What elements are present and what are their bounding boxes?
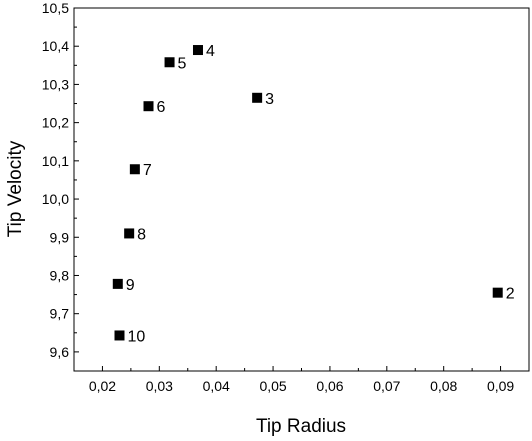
x-tick-label: 0,06 xyxy=(316,378,343,394)
data-point-label: 9 xyxy=(126,277,135,294)
y-tick-label: 10,0 xyxy=(42,191,69,207)
y-tick-label: 10,4 xyxy=(42,38,69,54)
data-point-label: 8 xyxy=(137,226,146,243)
y-axis-title: Tip Velocity xyxy=(5,140,26,237)
data-point-label: 7 xyxy=(143,162,152,179)
y-tick-label: 10,5 xyxy=(42,0,69,16)
x-tick-label: 0,09 xyxy=(487,378,514,394)
data-point-label: 5 xyxy=(178,55,187,72)
data-points: 2 3 4 5 6 7 8 9 10 xyxy=(112,43,515,345)
x-tick-label: 0,08 xyxy=(430,378,457,394)
y-tick-label: 9,7 xyxy=(50,306,70,322)
y-tick-label: 10,3 xyxy=(42,76,69,92)
data-point xyxy=(192,45,203,56)
x-tick-label: 0,07 xyxy=(373,378,400,394)
data-point-label: 3 xyxy=(265,91,274,108)
data-point-label: 6 xyxy=(157,99,166,116)
x-tick-label: 0,03 xyxy=(146,378,173,394)
y-tick-label: 10,1 xyxy=(42,153,69,169)
data-point-label: 10 xyxy=(128,328,146,345)
data-point xyxy=(112,278,123,289)
y-tick-label: 9,8 xyxy=(50,267,70,283)
data-point xyxy=(143,101,154,112)
data-point xyxy=(252,92,263,103)
y-axis: 9,6 9,7 9,8 9,9 10,0 10,1 10,2 10,3 10,4 10,5 xyxy=(42,0,79,360)
data-point-label: 2 xyxy=(506,286,515,303)
y-tick-label: 9,6 xyxy=(50,344,70,360)
data-point xyxy=(492,287,503,298)
data-point xyxy=(124,228,135,239)
x-axis-title: Tip Radius xyxy=(256,416,346,437)
data-point xyxy=(114,330,125,341)
data-point xyxy=(164,57,175,68)
x-axis: 0,02 0,03 0,04 0,05 0,06 0,07 0,08 0,09 xyxy=(89,366,514,394)
y-tick-label: 10,2 xyxy=(42,115,69,131)
x-tick-label: 0,05 xyxy=(259,378,286,394)
x-tick-label: 0,04 xyxy=(203,378,230,394)
plot-frame xyxy=(73,7,530,372)
data-point-label: 4 xyxy=(206,43,215,60)
y-tick-label: 9,9 xyxy=(50,229,70,245)
data-point xyxy=(129,164,140,175)
x-tick-label: 0,02 xyxy=(89,378,116,394)
